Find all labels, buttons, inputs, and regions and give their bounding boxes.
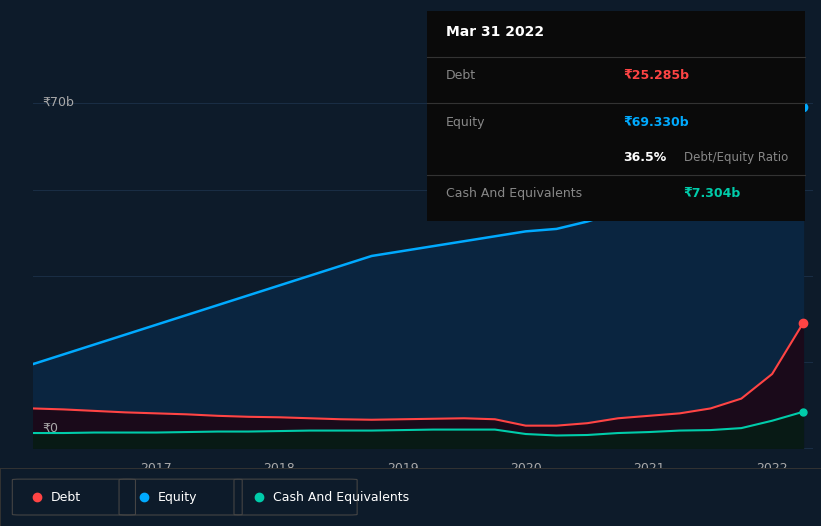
Text: ₹7.304b: ₹7.304b xyxy=(684,187,741,200)
Text: ₹0: ₹0 xyxy=(42,422,58,435)
Text: ₹69.330b: ₹69.330b xyxy=(623,116,689,129)
Text: Cash And Equivalents: Cash And Equivalents xyxy=(273,491,409,503)
Text: ₹25.285b: ₹25.285b xyxy=(623,69,690,83)
Text: Debt: Debt xyxy=(446,69,476,83)
Text: ₹70b: ₹70b xyxy=(42,96,74,109)
Text: Cash And Equivalents: Cash And Equivalents xyxy=(446,187,582,200)
Text: Debt: Debt xyxy=(51,491,81,503)
Text: Debt/Equity Ratio: Debt/Equity Ratio xyxy=(684,151,788,165)
Text: Equity: Equity xyxy=(446,116,485,129)
Text: 36.5%: 36.5% xyxy=(623,151,667,165)
Text: Equity: Equity xyxy=(158,491,197,503)
Text: Mar 31 2022: Mar 31 2022 xyxy=(446,25,544,39)
